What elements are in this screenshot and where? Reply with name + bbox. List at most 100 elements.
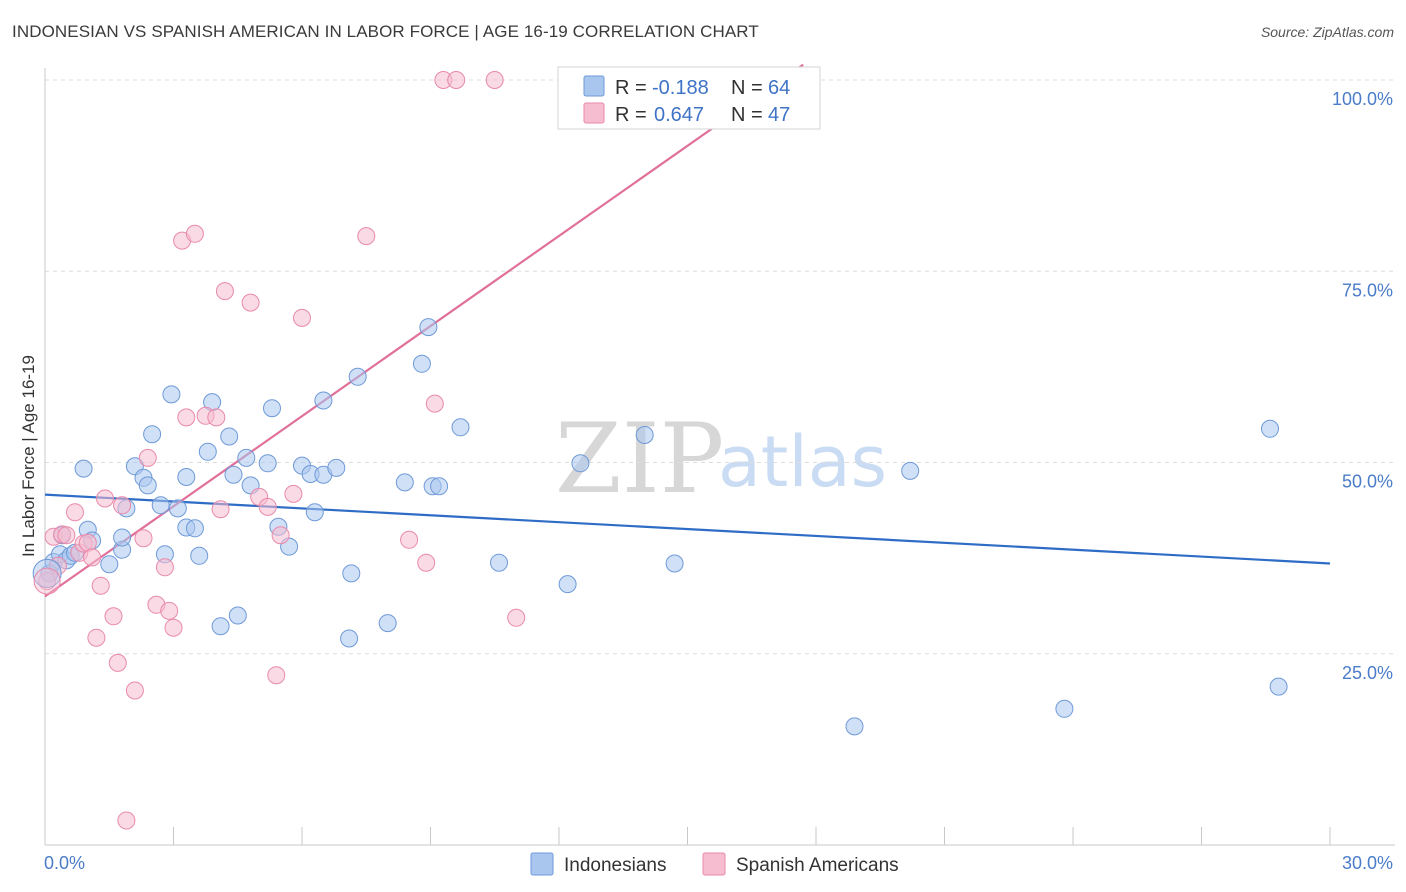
data-point [348, 367, 367, 386]
legend-n-value-indonesians: 64 [768, 77, 790, 99]
x-tick-label-right: 30.0% [1342, 853, 1393, 873]
data-point [108, 653, 127, 672]
legend-n-value-spanish-americans: 47 [768, 104, 790, 126]
data-point [635, 426, 654, 444]
data-point [447, 71, 466, 89]
data-point [1269, 677, 1288, 696]
data-point [100, 555, 119, 574]
data-point [507, 608, 526, 627]
data-point [198, 442, 217, 461]
data-point [83, 548, 102, 567]
data-point [412, 354, 431, 373]
data-point [241, 293, 260, 312]
data-point-cluster [33, 567, 61, 595]
data-point [845, 717, 864, 736]
data-point [113, 528, 132, 547]
data-point [342, 564, 361, 583]
data-point [113, 496, 132, 515]
data-points [32, 71, 1288, 830]
legend-n-label-indonesians: N = [731, 77, 763, 99]
data-point [490, 553, 508, 572]
data-point [395, 473, 414, 492]
data-point [185, 224, 204, 243]
data-point [378, 614, 397, 633]
data-point [314, 391, 333, 410]
data-point [215, 282, 234, 301]
data-point [104, 607, 123, 626]
data-point [271, 526, 290, 545]
data-point [138, 448, 157, 467]
data-point [419, 318, 438, 337]
tick-labels: 25.0% 50.0% 75.0% 100.0% 0.0% 30.0% [44, 89, 1393, 873]
data-point [284, 484, 303, 503]
data-point [134, 529, 153, 548]
data-point [305, 503, 324, 522]
data-point [340, 629, 359, 648]
data-point [207, 408, 226, 427]
data-point [417, 553, 436, 572]
data-point [185, 519, 204, 538]
data-point [237, 448, 256, 467]
data-point [151, 496, 170, 515]
data-point [143, 425, 162, 444]
watermark-atlas: atlas [718, 421, 887, 503]
data-point [357, 227, 376, 246]
data-point [258, 454, 277, 473]
data-point [211, 500, 230, 519]
series-legend: Indonesians Spanish Americans [530, 852, 899, 876]
data-point [91, 576, 110, 595]
y-tick-label: 75.0% [1342, 280, 1393, 300]
data-point [293, 308, 311, 327]
data-point [327, 458, 346, 477]
data-point [267, 666, 286, 685]
data-point [66, 503, 84, 522]
legend-r-label-spanish-americans: R = [615, 104, 647, 126]
axes [44, 68, 1395, 846]
data-point [263, 399, 281, 418]
data-point [87, 628, 106, 647]
data-point [74, 459, 93, 478]
data-point [190, 546, 209, 565]
series-legend-label-spanish-americans: Spanish Americans [736, 855, 899, 876]
series-spanish-americans [38, 71, 813, 830]
data-point-cluster [32, 558, 62, 588]
data-point [155, 558, 174, 577]
y-axis-label: In Labor Force | Age 16-19 [19, 355, 38, 557]
data-point [177, 408, 196, 427]
data-point [485, 71, 504, 89]
data-point [1261, 419, 1279, 438]
data-point [571, 454, 590, 473]
trend-lines [44, 63, 1331, 598]
data-point [400, 530, 419, 549]
legend-swatch-spanish-americans [583, 102, 605, 124]
data-point [125, 681, 144, 700]
data-point [901, 461, 920, 480]
data-point [451, 418, 470, 437]
y-tick-label: 50.0% [1342, 472, 1393, 492]
data-point [96, 489, 114, 508]
data-point [258, 497, 277, 516]
data-point [57, 526, 76, 545]
legend-r-value-spanish-americans: 0.647 [654, 104, 704, 126]
data-point [224, 465, 243, 484]
y-tick-label: 25.0% [1342, 663, 1393, 683]
legend-swatch-indonesians [583, 75, 605, 97]
data-point [220, 427, 239, 446]
stats-legend: R = -0.188 N = 64 R = 0.647 N = 47 [557, 66, 821, 130]
gridlines [45, 79, 1395, 655]
data-point [168, 499, 187, 518]
data-point [558, 575, 577, 594]
source-label: Source: ZipAtlas.com [1260, 24, 1394, 40]
series-legend-swatch-indonesians [530, 852, 554, 876]
x-tick-label-left: 0.0% [44, 853, 85, 873]
data-point [425, 394, 444, 413]
data-point [164, 618, 183, 637]
series-legend-swatch-spanish-americans [702, 852, 726, 876]
data-point [430, 477, 449, 496]
chart-title: INDONESIAN VS SPANISH AMERICAN IN LABOR … [12, 22, 759, 41]
data-point [160, 601, 179, 620]
legend-r-label-indonesians: R = [615, 77, 647, 99]
legend-r-value-indonesians: -0.188 [652, 77, 709, 99]
series-legend-label-indonesians: Indonesians [564, 855, 666, 876]
